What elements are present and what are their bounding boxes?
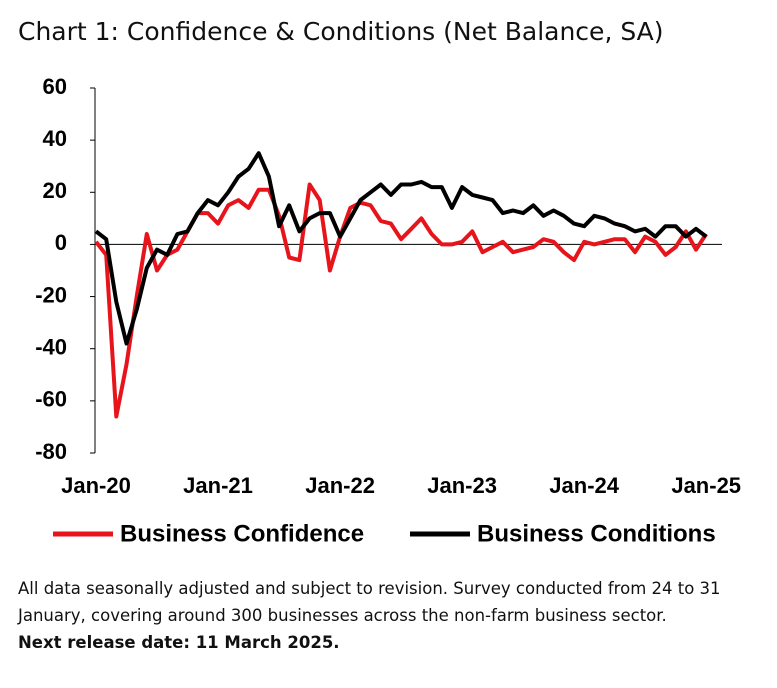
x-tick-label: Jan-22 [305,473,375,498]
y-tick-label: 0 [55,230,67,255]
x-tick-label: Jan-23 [427,473,497,498]
y-tick-label: -20 [35,282,67,307]
y-tick-label: -80 [35,439,67,464]
series-line [94,182,708,419]
y-tick-label: -60 [35,387,67,412]
y-tick-label: 20 [43,178,67,203]
x-tick-label: Jan-24 [549,473,619,498]
y-tick-label: -40 [35,335,67,360]
x-tick-label: Jan-21 [183,473,253,498]
footnote: All data seasonally adjusted and subject… [18,579,721,625]
y-tick-label: 60 [43,74,67,99]
y-tick-label: 40 [43,126,67,151]
chart: Chart 1: Confidence & Conditions (Net Ba… [18,17,741,547]
chart-title: Chart 1: Confidence & Conditions (Net Ba… [18,17,664,46]
x-tick-label: Jan-25 [671,473,741,498]
legend-label: Business Conditions [477,520,716,547]
legend-label: Business Confidence [120,520,364,547]
series-line [94,151,708,346]
x-tick-label: Jan-20 [61,473,131,498]
release-date: Next release date: 11 March 2025. [18,633,340,652]
